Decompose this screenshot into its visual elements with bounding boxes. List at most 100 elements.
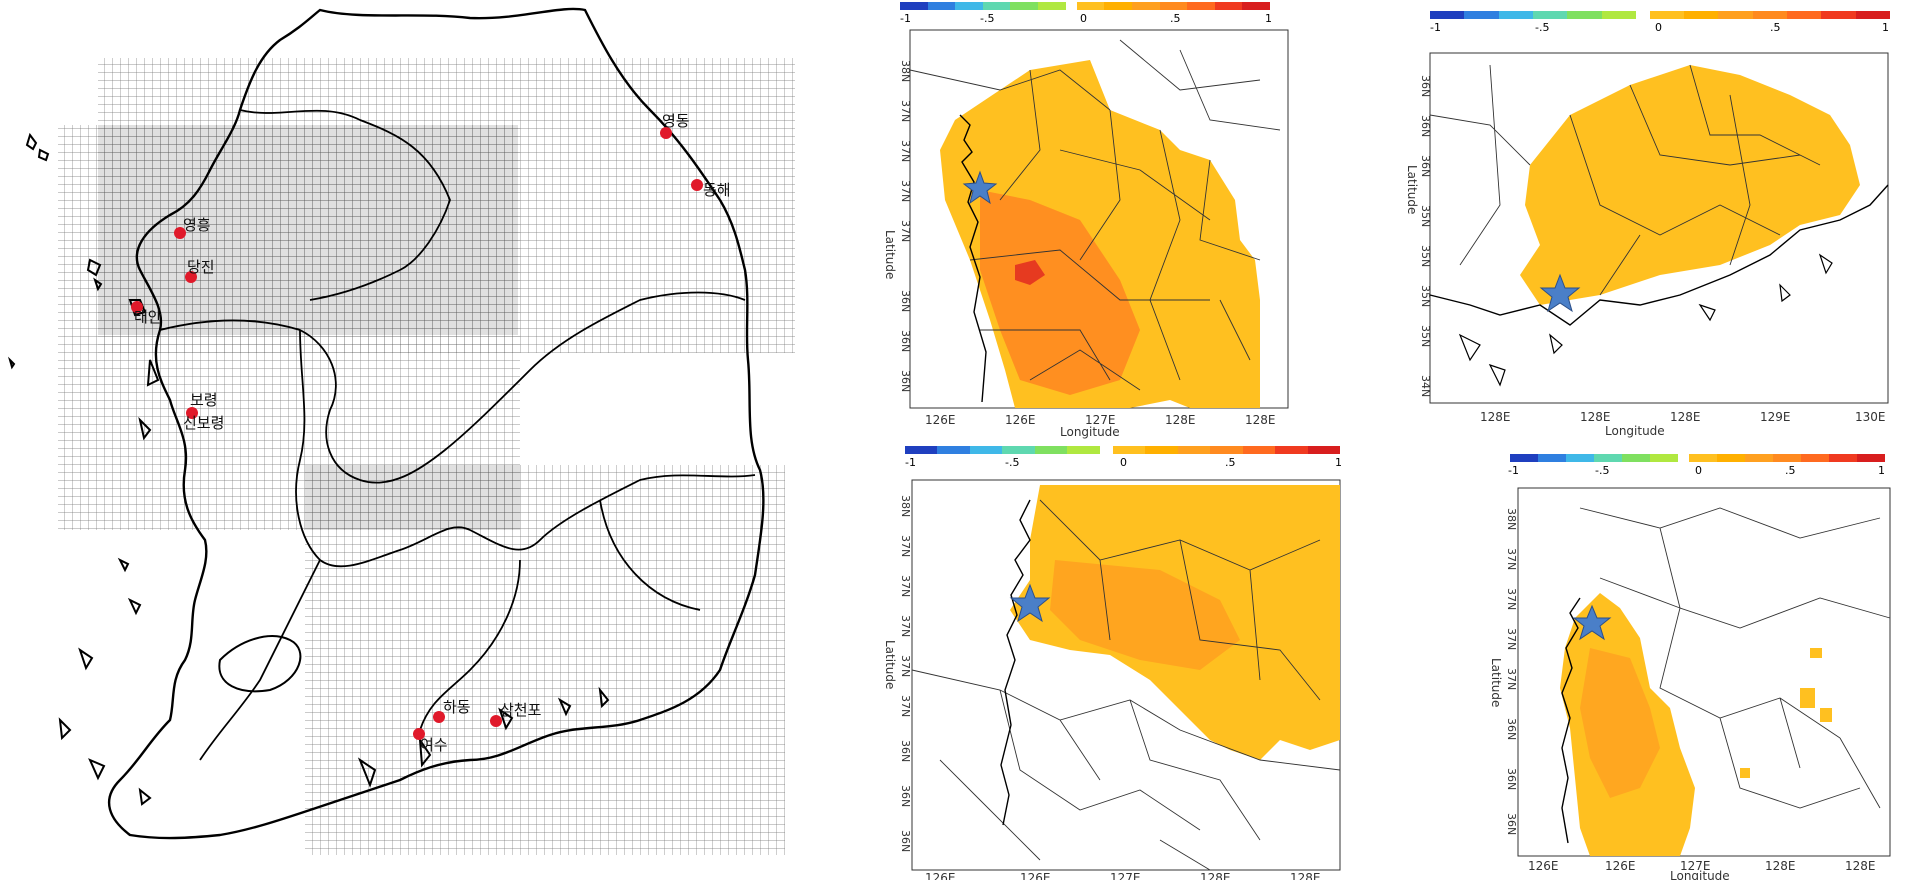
lon-tick: 128E — [1580, 410, 1611, 424]
lon-tick: 128E — [1200, 871, 1231, 880]
xlabel: Longitude — [1670, 869, 1730, 880]
lat-tick: 37N — [899, 655, 912, 677]
lat-tick: 36N — [899, 740, 912, 762]
cbar-tick: .5 — [1170, 12, 1181, 25]
station-samcheonpo: 삼천포 — [490, 701, 542, 727]
panel-top-left: -1 -.5 0 .5 1 38N 37N 37N 37N 37N 36N 36… — [880, 0, 1300, 440]
power-plant-star-icon — [962, 170, 998, 205]
cbar-tick: 1 — [1335, 456, 1342, 469]
lon-tick: 126E — [1528, 859, 1559, 873]
cbar-tick: -.5 — [980, 12, 995, 25]
lon-tick: 127E — [1110, 871, 1141, 880]
lon-tick: 126E — [925, 413, 956, 427]
colorbar — [905, 446, 1341, 454]
lon-tick: 128E — [1290, 871, 1321, 880]
ylabel: Latitude — [883, 640, 897, 689]
lon-tick: 128E — [1165, 413, 1196, 427]
station-label-sinboryeong: 신보령 — [183, 414, 224, 432]
cbar-tick: -.5 — [1005, 456, 1020, 469]
lat-tick: 38N — [899, 495, 912, 517]
lat-tick: 36N — [899, 370, 912, 392]
map-plot: 38N 37N 37N 37N 37N 37N 36N 36N 36N Lati… — [883, 479, 1341, 880]
panel-bottom-right: -1 -.5 0 .5 1 38N 37N 37N 37N 37N 36N 36… — [1480, 448, 1900, 880]
cbar-tick: 0 — [1120, 456, 1127, 469]
station-label-boryeong: 보령 — [190, 391, 218, 409]
station-label-hadong: 하동 — [443, 698, 471, 716]
coastline — [959, 114, 987, 403]
station-label-yeongheung: 영흥 — [183, 216, 211, 234]
ylabel: Latitude — [1405, 165, 1419, 214]
panel-top-right: -1 -.5 0 .5 1 36N 36N 36N 35N 35N 35N 35… — [1400, 5, 1900, 440]
station-taean: 태안 — [131, 301, 162, 326]
lon-tick: 128E — [1845, 859, 1876, 873]
lat-tick: 37N — [899, 140, 912, 162]
lon-tick: 127E — [1680, 859, 1711, 873]
lat-tick: 34N — [1419, 375, 1432, 397]
lat-tick: 36N — [1505, 813, 1518, 835]
lat-tick: 37N — [899, 180, 912, 202]
lat-tick: 36N — [1419, 155, 1432, 177]
coastline — [1561, 597, 1581, 844]
lat-tick: 37N — [1505, 628, 1518, 650]
islands — [1458, 253, 1833, 387]
coastline — [1000, 499, 1031, 826]
lat-tick: 36N — [899, 785, 912, 807]
map-plot: 36N 36N 36N 35N 35N 35N 35N 34N Latitude… — [1405, 52, 1889, 438]
power-plant-star-icon — [1539, 273, 1581, 313]
lon-tick: 128E — [1245, 413, 1276, 427]
lat-tick: 37N — [899, 615, 912, 637]
cbar-tick: 1 — [1878, 464, 1885, 477]
coastline — [108, 7, 765, 840]
lon-tick: 129E — [1760, 410, 1791, 424]
station-hadong: 하동 — [433, 698, 471, 723]
station-yeongdong: 영동 — [660, 112, 690, 139]
power-plant-star-icon — [1572, 604, 1612, 641]
cbar-tick: -1 — [1430, 21, 1441, 34]
grid-domain-south — [305, 465, 785, 855]
lat-tick: 37N — [1505, 668, 1518, 690]
cbar-tick: -.5 — [1535, 21, 1550, 34]
district-boundaries — [909, 39, 1281, 391]
lon-tick: 127E — [1085, 413, 1116, 427]
lat-tick: 35N — [1419, 245, 1432, 267]
station-label-samcheonpo: 삼천포 — [500, 701, 542, 719]
power-plant-star-icon — [1009, 583, 1051, 623]
station-label-yeosu: 여수 — [420, 736, 448, 754]
influence-region — [1520, 65, 1860, 305]
lat-tick: 37N — [899, 695, 912, 717]
domain-grid-map: 영동 동해 영흥 당진 태안 보령 신보령 하동 여수 삼천포 — [7, 7, 795, 855]
station-donghae: 동해 — [691, 179, 731, 199]
panel-bottom-left: -1 -.5 0 .5 1 38N 37N 37N 37N 37N 37N 36… — [880, 440, 1350, 880]
colorbar — [900, 2, 1270, 10]
lat-tick: 35N — [1419, 205, 1432, 227]
lat-tick: 37N — [899, 220, 912, 242]
influence-region-strong — [1580, 648, 1660, 798]
ylabel: Latitude — [1489, 658, 1503, 707]
lat-tick: 38N — [899, 60, 912, 82]
lat-tick: 36N — [899, 330, 912, 352]
xlabel: Longitude — [1060, 425, 1120, 439]
district-boundaries — [1429, 64, 1821, 296]
lat-tick: 38N — [1505, 508, 1518, 530]
cbar-tick: 1 — [1882, 21, 1889, 34]
lat-tick: 36N — [1419, 115, 1432, 137]
cbar-tick: .5 — [1770, 21, 1781, 34]
station-label-donghae: 동해 — [703, 181, 731, 199]
map-plot: 38N 37N 37N 37N 37N 36N 36N 36N Latitude… — [883, 29, 1289, 439]
cbar-tick: -1 — [1508, 464, 1519, 477]
station-label-taean: 태안 — [134, 308, 162, 326]
lat-tick: 37N — [1505, 548, 1518, 570]
station-yeongheung: 영흥 — [174, 216, 211, 239]
cbar-tick: -.5 — [1595, 464, 1610, 477]
lat-tick: 36N — [1505, 768, 1518, 790]
cbar-tick: -1 — [905, 456, 916, 469]
cbar-tick: .5 — [1225, 456, 1236, 469]
lon-tick: 130E — [1855, 410, 1886, 424]
station-yeosu: 여수 — [413, 728, 448, 754]
cbar-tick: 1 — [1265, 12, 1272, 25]
influence-region-strong — [980, 190, 1140, 395]
colorbar — [1430, 11, 1890, 19]
lat-tick: 37N — [1505, 588, 1518, 610]
influence-region-strong — [1050, 560, 1240, 670]
ylabel: Latitude — [883, 230, 897, 279]
